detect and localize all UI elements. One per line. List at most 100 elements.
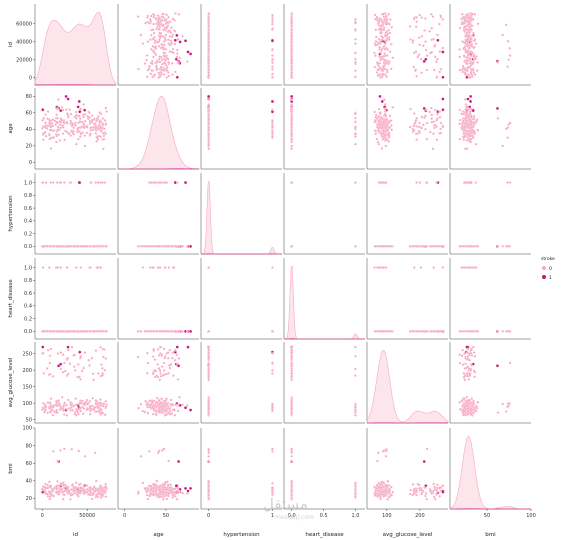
- point-stroke-0: [415, 74, 418, 78]
- point-stroke-0: [55, 245, 58, 248]
- point-stroke-0: [165, 68, 168, 72]
- point-stroke-0: [374, 43, 378, 47]
- point-stroke-0: [466, 330, 470, 333]
- point-stroke-0: [90, 118, 94, 122]
- point-stroke-0: [153, 46, 157, 50]
- point-stroke-0: [46, 110, 50, 113]
- point-stroke-0: [78, 117, 82, 121]
- point-stroke-0: [149, 38, 152, 42]
- point-stroke-0: [383, 103, 387, 106]
- point-stroke-0: [471, 266, 475, 269]
- point-stroke-0: [414, 119, 418, 122]
- point-stroke-0: [151, 245, 155, 248]
- point-stroke-0: [59, 117, 63, 121]
- point-stroke-0: [381, 125, 384, 129]
- point-stroke-1: [189, 329, 193, 333]
- point-stroke-0: [441, 125, 445, 129]
- point-stroke-0: [425, 330, 429, 333]
- point-stroke-0: [158, 330, 162, 333]
- point-stroke-1: [422, 59, 426, 63]
- point-stroke-0: [42, 117, 46, 120]
- point-stroke-0: [155, 64, 158, 68]
- point-stroke-0: [476, 22, 480, 26]
- point-stroke-0: [379, 40, 382, 43]
- point-stroke-0: [468, 66, 471, 70]
- point-stroke-0: [61, 370, 65, 374]
- point-stroke-0: [141, 266, 145, 269]
- point-stroke-0: [386, 128, 389, 132]
- point-stroke-0: [382, 330, 386, 333]
- y-tick-label: 40: [26, 127, 32, 133]
- point-stroke-1: [64, 94, 68, 98]
- point-stroke-0: [56, 117, 59, 120]
- point-stroke-0: [89, 126, 92, 130]
- point-stroke-0: [62, 121, 66, 124]
- point-stroke-0: [474, 142, 478, 146]
- point-stroke-0: [380, 34, 383, 38]
- y-tick-label: 0.8: [24, 193, 32, 199]
- point-stroke-0: [424, 48, 428, 52]
- point-stroke-0: [469, 24, 473, 28]
- point-stroke-0: [173, 29, 176, 32]
- point-stroke-0: [375, 137, 379, 141]
- point-stroke-0: [430, 26, 434, 30]
- point-stroke-0: [379, 18, 383, 21]
- point-stroke-0: [207, 118, 210, 122]
- point-stroke-0: [164, 58, 167, 62]
- point-stroke-0: [471, 125, 475, 129]
- point-stroke-0: [472, 31, 475, 35]
- point-stroke-0: [136, 330, 140, 333]
- point-stroke-0: [380, 245, 383, 248]
- point-stroke-0: [67, 398, 70, 402]
- point-stroke-0: [165, 181, 168, 184]
- point-stroke-0: [176, 245, 180, 248]
- point-stroke-0: [207, 122, 210, 125]
- point-stroke-0: [48, 266, 51, 269]
- point-stroke-0: [381, 47, 384, 50]
- point-stroke-0: [436, 112, 439, 116]
- point-stroke-0: [430, 120, 434, 124]
- panel-hypertension-vs-bmi: [449, 173, 531, 255]
- point-stroke-0: [463, 135, 467, 139]
- point-stroke-0: [469, 62, 472, 65]
- point-stroke-1: [184, 39, 188, 43]
- panel-id-vs-heart_disease: [283, 4, 365, 86]
- point-stroke-0: [55, 330, 58, 333]
- point-stroke-0: [207, 147, 210, 151]
- point-stroke-0: [81, 113, 85, 117]
- point-stroke-0: [43, 245, 46, 248]
- point-stroke-0: [378, 54, 381, 58]
- point-stroke-0: [207, 140, 210, 144]
- point-stroke-0: [165, 13, 168, 17]
- point-stroke-0: [162, 330, 165, 333]
- point-stroke-0: [501, 245, 504, 248]
- point-stroke-0: [96, 330, 99, 333]
- point-stroke-0: [382, 122, 386, 125]
- point-stroke-0: [72, 126, 75, 130]
- pairplot-panels: 0200004000060000id020406080age0.00.20.40…: [8, 4, 536, 538]
- point-stroke-0: [376, 68, 380, 72]
- point-stroke-0: [354, 75, 357, 79]
- point-stroke-1: [436, 38, 440, 42]
- point-stroke-0: [506, 65, 509, 68]
- point-stroke-0: [290, 98, 293, 101]
- point-stroke-0: [465, 68, 469, 72]
- point-stroke-1: [189, 244, 193, 248]
- point-stroke-0: [423, 29, 426, 32]
- point-stroke-0: [383, 47, 387, 51]
- point-stroke-0: [152, 55, 155, 59]
- point-stroke-0: [171, 73, 174, 76]
- point-stroke-0: [385, 38, 388, 42]
- point-stroke-0: [381, 181, 384, 184]
- point-stroke-0: [412, 65, 416, 69]
- point-stroke-0: [65, 414, 69, 417]
- point-stroke-0: [466, 74, 470, 77]
- point-stroke-0: [68, 132, 71, 135]
- point-stroke-0: [271, 58, 274, 62]
- point-stroke-0: [83, 144, 87, 148]
- point-stroke-0: [461, 12, 464, 16]
- point-stroke-0: [384, 144, 388, 148]
- point-stroke-0: [143, 330, 147, 333]
- point-stroke-0: [471, 134, 475, 138]
